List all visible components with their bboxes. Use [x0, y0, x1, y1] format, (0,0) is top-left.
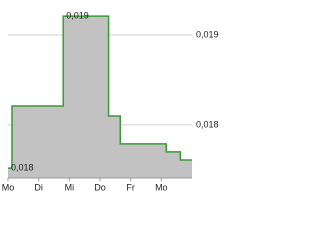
chart: 0,018 0,019 0,018 0,019 Mo Di Mi Do Fr Mo	[2, 10, 219, 192]
x-tick-label: Fr	[126, 182, 135, 192]
x-tick-label: Di	[34, 182, 43, 192]
value-label: 0,018	[11, 162, 34, 172]
y-tick-label: 0,018	[196, 119, 219, 129]
line	[8, 15, 192, 169]
x-tick-label: Mi	[65, 182, 75, 192]
y-tick-label: 0,019	[196, 29, 219, 39]
x-tick-label: Do	[94, 182, 106, 192]
x-tick-label: Mo	[2, 182, 15, 192]
area	[8, 16, 192, 178]
x-tick-label: Mo	[155, 182, 168, 192]
value-label: 0,019	[66, 10, 89, 20]
